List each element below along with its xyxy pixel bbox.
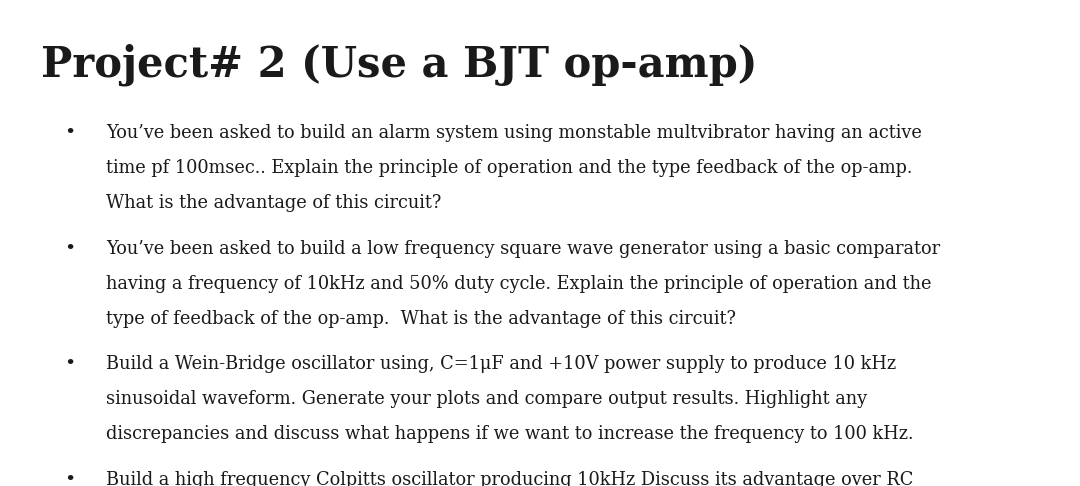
- Text: having a frequency of 10kHz and 50% duty cycle. Explain the principle of operati: having a frequency of 10kHz and 50% duty…: [106, 275, 931, 293]
- Text: •: •: [65, 124, 76, 142]
- Text: Build a high frequency Colpitts oscillator producing 10kHz Discuss its advantage: Build a high frequency Colpitts oscillat…: [106, 471, 914, 486]
- Text: What is the advantage of this circuit?: What is the advantage of this circuit?: [106, 194, 442, 212]
- Text: Project# 2 (Use a BJT op-amp): Project# 2 (Use a BJT op-amp): [41, 44, 757, 86]
- Text: Build a Wein-Bridge oscillator using, C=1μF and +10V power supply to produce 10 : Build a Wein-Bridge oscillator using, C=…: [106, 355, 896, 373]
- Text: time pf 100msec.. Explain the principle of operation and the type feedback of th: time pf 100msec.. Explain the principle …: [106, 159, 913, 177]
- Text: type of feedback of the op-amp.  What is the advantage of this circuit?: type of feedback of the op-amp. What is …: [106, 310, 735, 328]
- Text: You’ve been asked to build a low frequency square wave generator using a basic c: You’ve been asked to build a low frequen…: [106, 240, 940, 258]
- Text: •: •: [65, 355, 76, 373]
- Text: •: •: [65, 240, 76, 258]
- Text: discrepancies and discuss what happens if we want to increase the frequency to 1: discrepancies and discuss what happens i…: [106, 425, 914, 443]
- Text: sinusoidal waveform. Generate your plots and compare output results. Highlight a: sinusoidal waveform. Generate your plots…: [106, 390, 867, 408]
- Text: You’ve been asked to build an alarm system using monstable multvibrator having a: You’ve been asked to build an alarm syst…: [106, 124, 921, 142]
- Text: •: •: [65, 471, 76, 486]
